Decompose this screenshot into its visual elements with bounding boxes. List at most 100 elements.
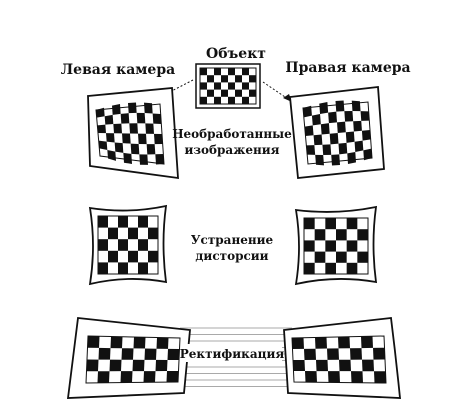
- checker-square: [316, 359, 328, 372]
- checker-square: [331, 154, 340, 166]
- checker-square: [148, 250, 158, 263]
- checker-square: [373, 347, 385, 360]
- left-undistorted-checkerboard: [97, 215, 159, 275]
- checker-square: [120, 371, 133, 383]
- checker-square: [121, 348, 134, 360]
- checker-square: [136, 112, 146, 124]
- checker-square: [346, 218, 358, 230]
- checker-square: [87, 336, 100, 348]
- checker-square: [123, 152, 132, 164]
- checker-square: [319, 102, 329, 114]
- checker-square: [167, 348, 180, 360]
- checker-square: [242, 96, 249, 104]
- checker-square: [143, 371, 156, 383]
- checker-square: [214, 96, 221, 104]
- checker-square: [353, 120, 362, 132]
- checker-square: [98, 140, 108, 151]
- checker-square: [98, 262, 108, 274]
- checker-square: [107, 150, 116, 161]
- checker-square: [97, 371, 110, 383]
- checker-square: [132, 359, 145, 372]
- checker-square: [315, 154, 324, 166]
- checker-square: [361, 130, 371, 141]
- checker-square: [339, 359, 351, 372]
- checker-square: [242, 82, 249, 90]
- checker-square: [304, 240, 315, 252]
- checker-square: [138, 239, 148, 251]
- checker-square: [129, 123, 138, 134]
- checker-square: [325, 262, 336, 274]
- checker-square: [155, 359, 168, 372]
- checker-square: [200, 68, 207, 76]
- checker-square: [154, 133, 163, 145]
- checker-square: [292, 337, 304, 349]
- checker-square: [120, 113, 130, 124]
- arrow-to-right-camera: [262, 81, 289, 100]
- left-raw-checkerboard: [95, 102, 165, 165]
- checker-square: [86, 359, 99, 372]
- checker-square: [108, 227, 118, 240]
- checker-square: [351, 371, 363, 383]
- checker-square: [106, 133, 115, 143]
- checker-square: [133, 337, 146, 349]
- checker-square: [328, 371, 340, 383]
- right-raw-checkerboard: [302, 100, 373, 166]
- checker-square: [214, 82, 221, 90]
- checker-square: [322, 144, 332, 156]
- checker-square: [146, 144, 156, 155]
- checker-square: [320, 123, 330, 135]
- checker-square: [145, 123, 154, 134]
- left-rectified-checkerboard: [85, 335, 181, 384]
- checker-square: [325, 240, 336, 252]
- checker-square: [155, 154, 164, 165]
- checker-square: [235, 89, 242, 97]
- checker-square: [118, 262, 128, 274]
- checker-square: [112, 104, 121, 115]
- checker-square: [228, 82, 235, 90]
- checker-square: [351, 100, 361, 112]
- checker-square: [304, 125, 314, 136]
- checker-square: [304, 262, 315, 274]
- checker-square: [328, 111, 337, 124]
- checker-square: [303, 105, 312, 118]
- checker-square: [109, 359, 122, 372]
- checker-square: [214, 68, 221, 76]
- left-camera-label: Левая камера: [61, 62, 175, 78]
- checker-square: [200, 82, 207, 90]
- checker-square: [249, 89, 256, 97]
- checker-square: [235, 75, 242, 83]
- raw-images-label-line2: изображения: [184, 143, 279, 157]
- checker-square: [144, 102, 153, 114]
- right-rectified-checkerboard: [291, 335, 387, 384]
- checker-square: [338, 142, 348, 155]
- checker-square: [347, 152, 356, 164]
- checker-square: [200, 96, 207, 104]
- checker-square: [304, 348, 316, 360]
- object-checkerboard: [199, 67, 257, 105]
- checker-square: [362, 359, 374, 372]
- checker-square: [293, 359, 305, 372]
- raw-images-label-line1: Необработанные: [172, 127, 292, 141]
- right-camera-label: Правая камера: [285, 60, 410, 76]
- checker-square: [144, 348, 157, 360]
- checker-square: [221, 75, 228, 83]
- undistortion-label-line1: Устранение: [191, 233, 274, 247]
- checker-square: [325, 218, 336, 230]
- checker-square: [337, 121, 346, 133]
- checker-square: [122, 133, 131, 144]
- rectification-label-bg: [184, 344, 282, 362]
- checker-square: [148, 227, 158, 240]
- object-label: Объект: [206, 46, 266, 62]
- right-undistorted-checkerboard: [303, 217, 369, 275]
- checker-square: [130, 143, 140, 155]
- checker-square: [128, 227, 138, 240]
- checker-square: [363, 148, 372, 161]
- checker-square: [228, 96, 235, 104]
- checker-square: [360, 111, 370, 121]
- checker-square: [110, 336, 123, 349]
- checker-square: [207, 75, 214, 83]
- checker-square: [314, 251, 326, 263]
- undistortion-label-line2: дисторсии: [195, 249, 268, 263]
- checker-square: [249, 75, 256, 83]
